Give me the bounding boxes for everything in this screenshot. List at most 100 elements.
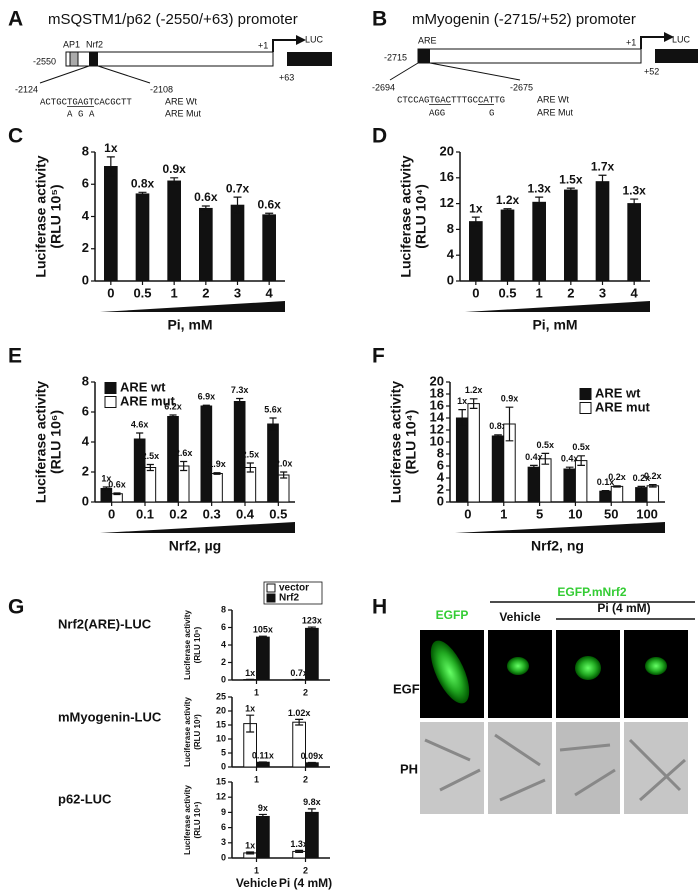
row-label: p62-LUC xyxy=(58,791,112,806)
x-tick-label: 1 xyxy=(536,285,543,300)
error-bar xyxy=(136,432,144,446)
y-tick-label: 4 xyxy=(82,433,90,448)
fold-label: 1x xyxy=(101,473,111,483)
panel-title: mMyogenin (-2715/+52) promoter xyxy=(412,11,636,28)
bar xyxy=(135,193,150,282)
tss-arrow xyxy=(640,36,664,49)
y-axis-label: (RLU 10⁴) xyxy=(403,410,419,474)
y-tick-label: 14 xyxy=(430,409,445,424)
error-bar xyxy=(213,472,221,475)
nucleus xyxy=(507,657,529,675)
sequence-label: ARE Mut xyxy=(165,108,202,118)
ap1-site xyxy=(69,51,79,67)
x-tick-label: 0 xyxy=(107,285,114,300)
error-bar xyxy=(494,434,502,438)
sequence-label: ARE Wt xyxy=(165,96,198,106)
error-bar xyxy=(295,849,304,854)
x-tick-label: 0.4 xyxy=(236,506,255,521)
gradient-wedge xyxy=(455,522,665,533)
error-bar xyxy=(458,409,467,427)
bar xyxy=(133,438,146,503)
error-bar xyxy=(246,462,254,473)
error-bar xyxy=(258,635,267,639)
bar xyxy=(200,405,213,503)
site-label: ARE xyxy=(418,35,437,45)
panel-a: A mSQSTM1/p62 (-2550/+63) promoter AP1 N… xyxy=(8,8,332,119)
site-label: Nrf2 xyxy=(86,39,103,49)
fold-label: 2.6x xyxy=(175,448,193,458)
fold-label: 2.5x xyxy=(242,449,260,459)
y-tick-label: 2 xyxy=(437,481,444,496)
fold-label: 1.2x xyxy=(496,193,520,207)
panel-h: H EGFP.mNrf2 EGFP Vehicle Pi (4 mM) EGFP… xyxy=(372,585,695,814)
fold-label: 0.5x xyxy=(537,440,555,450)
legend-swatch xyxy=(104,396,117,408)
bar xyxy=(277,474,290,503)
y-tick-label: 8 xyxy=(82,143,89,158)
y-axis-label: (RLU 10⁴) xyxy=(193,801,202,838)
zoom-line xyxy=(39,65,90,84)
fold-label: 4.6x xyxy=(131,419,149,429)
error-bar xyxy=(566,187,575,193)
position-label: +63 xyxy=(279,72,294,82)
nrf2-site xyxy=(89,52,98,66)
x-axis-label: Nrf2, ng xyxy=(531,538,584,554)
cell xyxy=(430,640,470,704)
fold-label: 0.2x xyxy=(633,473,651,483)
sequence: CTCCAGTGACTTTGCCATTG xyxy=(397,95,505,105)
x-tick-label: 4 xyxy=(631,285,639,300)
fold-label: 0.4x xyxy=(561,454,579,464)
error-bar xyxy=(258,761,267,764)
x-tick-label: 1 xyxy=(171,285,178,300)
fold-label: 1.9x xyxy=(208,459,226,469)
group-label: Pi (4 mM) xyxy=(279,876,332,890)
panel-letter: D xyxy=(372,125,387,148)
fold-label: 1x xyxy=(457,396,467,406)
y-tick-label: 20 xyxy=(440,143,454,158)
bar xyxy=(262,214,277,282)
are-site xyxy=(418,49,430,63)
x-tick-label: 50 xyxy=(604,506,618,521)
construct-label: EGFP.mNrf2 xyxy=(557,585,626,599)
error-bar xyxy=(307,808,316,817)
y-tick-label: 20 xyxy=(430,373,444,388)
x-axis-label: Pi, mM xyxy=(167,317,212,333)
bar xyxy=(595,181,610,282)
bar xyxy=(305,811,319,859)
error-bar xyxy=(246,851,255,855)
error-bar xyxy=(258,813,267,820)
fold-label: 0.8x xyxy=(131,176,155,190)
luc-label: LUC xyxy=(305,34,324,44)
x-tick-label: 2 xyxy=(202,285,209,300)
bar xyxy=(256,636,270,681)
error-bar xyxy=(113,492,121,496)
luc-box xyxy=(287,52,332,66)
y-tick-label: 0 xyxy=(82,272,89,287)
error-bar xyxy=(246,714,255,733)
bar xyxy=(527,466,541,503)
bar xyxy=(574,460,588,503)
y-tick-label: 15 xyxy=(216,719,226,729)
zoom-line xyxy=(97,65,151,84)
x-tick-label: 1 xyxy=(254,687,259,697)
fold-label: 9.8x xyxy=(303,797,321,807)
bar xyxy=(469,221,483,282)
error-bar xyxy=(505,406,514,442)
fold-label: 0.11x xyxy=(252,750,274,760)
legend-label: vector xyxy=(279,583,309,594)
y-tick-label: 12 xyxy=(440,195,454,210)
fold-label: 0.6x xyxy=(108,479,126,489)
y-tick-label: 6 xyxy=(437,457,444,472)
row-label: PH xyxy=(400,761,418,776)
x-tick-label: 0.2 xyxy=(169,506,187,521)
error-bar xyxy=(630,198,639,209)
x-tick-label: 100 xyxy=(636,506,658,521)
error-bar xyxy=(535,196,544,209)
bar xyxy=(177,465,190,503)
y-axis-label: Luciferase activity xyxy=(388,381,404,503)
column-label: Vehicle xyxy=(499,610,541,624)
error-bar xyxy=(637,485,646,490)
nucleus xyxy=(575,656,601,680)
y-tick-label: 10 xyxy=(430,433,444,448)
